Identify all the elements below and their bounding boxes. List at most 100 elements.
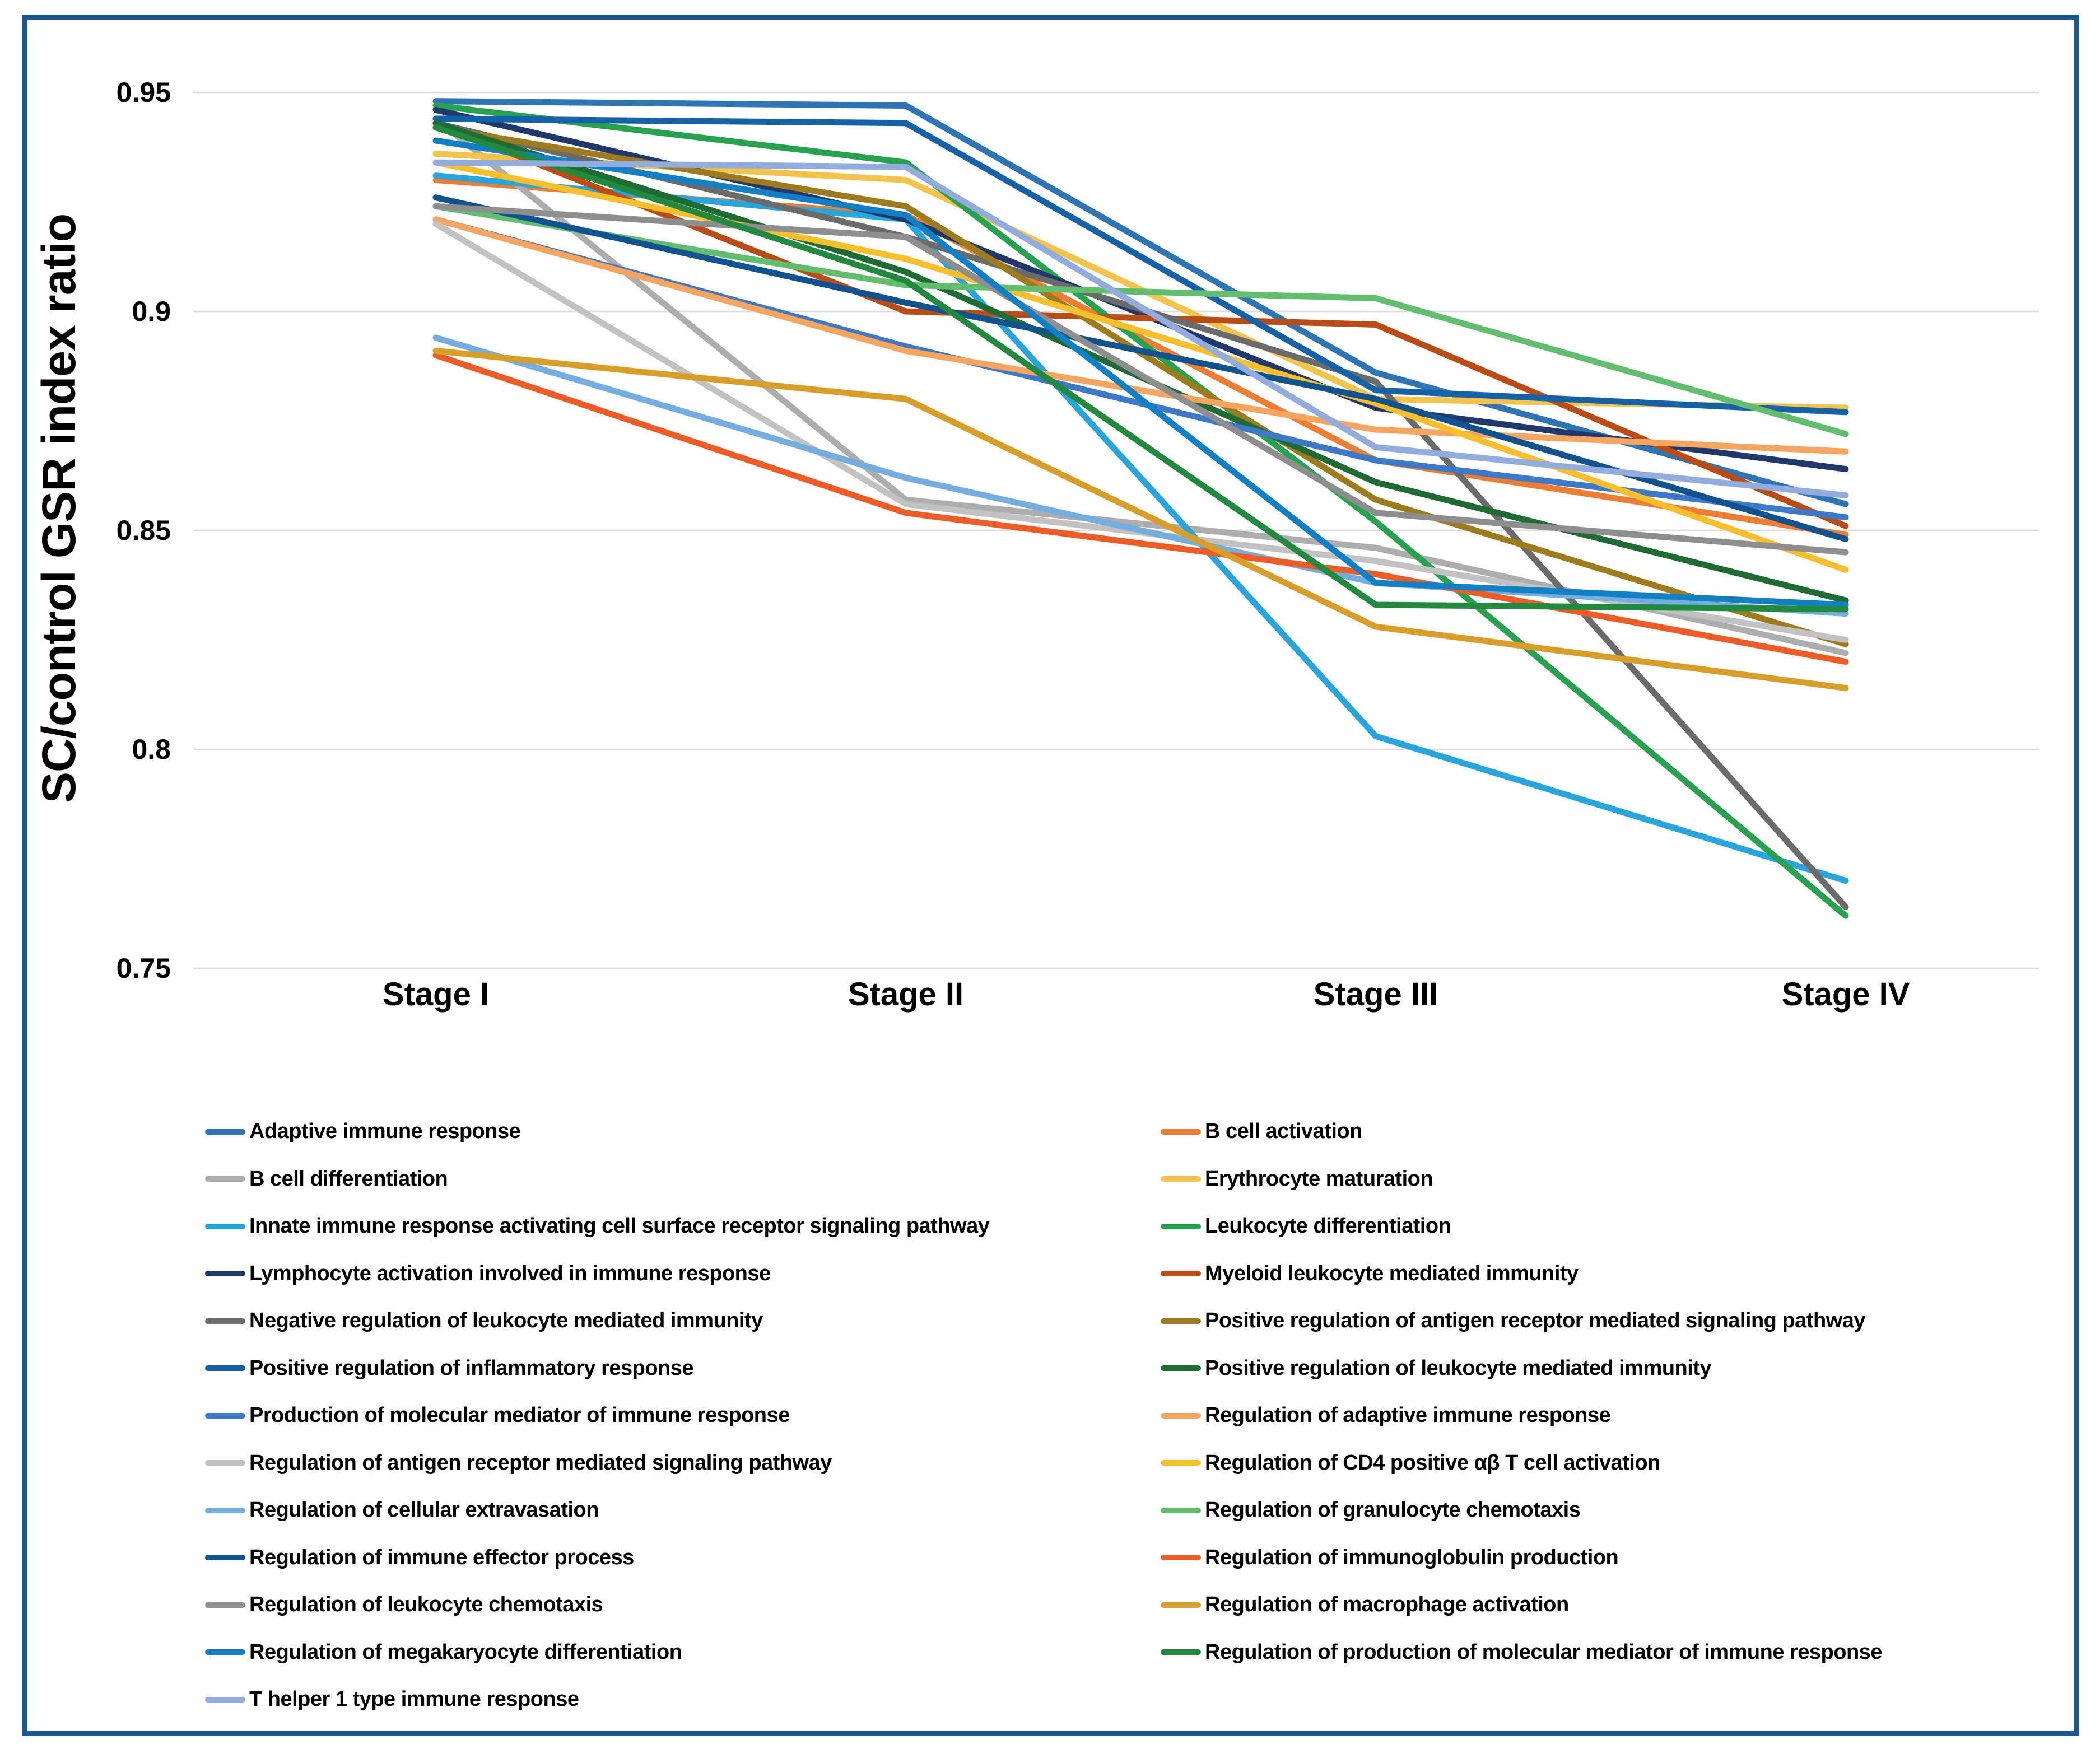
legend-swatch <box>205 1176 245 1182</box>
legend-swatch <box>205 1507 245 1513</box>
legend-swatch <box>205 1412 245 1419</box>
legend-right-column: B cell activation Erythrocyte maturation L… <box>1161 1120 1882 1688</box>
legend-swatch <box>205 1696 245 1703</box>
legend-label: Regulation of cellular extravasation <box>249 1498 599 1522</box>
legend-swatch <box>1161 1271 1201 1276</box>
legend-item: Lymphocyte activation involved in immune… <box>205 1262 989 1285</box>
series-line <box>432 120 1849 529</box>
legend-swatch <box>1161 1555 1201 1560</box>
series-line <box>432 115 1849 416</box>
legend-label: Production of molecular mediator of immu… <box>249 1403 790 1427</box>
legend-item: Leukocyte differentiation <box>1161 1214 1882 1238</box>
legend-label: Regulation of leukocyte chemotaxis <box>249 1593 603 1616</box>
legend-swatch <box>1161 1223 1201 1229</box>
legend-item: Regulation of megakaryocyte differentiat… <box>205 1640 989 1664</box>
x-axis-label: Stage II <box>848 976 963 1013</box>
series-line <box>432 137 1849 608</box>
series-line <box>432 159 1849 573</box>
legend-item: Regulation of adaptive immune response <box>1161 1403 1882 1427</box>
legend-label: Regulation of megakaryocyte differentiat… <box>249 1640 682 1664</box>
series-line <box>432 159 1849 498</box>
legend-item: Innate immune response activating cell s… <box>205 1214 990 1238</box>
legend-item: Regulation of antigen receptor mediated … <box>205 1450 989 1475</box>
legend-item: T helper 1 type immune response <box>205 1687 989 1711</box>
series-line <box>432 352 1849 665</box>
legend-label: Innate immune response activating cell s… <box>249 1214 990 1238</box>
legend-swatch <box>1161 1318 1201 1324</box>
legend-label: Regulation of immune effector process <box>249 1545 634 1569</box>
y-axis-title: SC/control GSR index ratio <box>32 213 85 804</box>
legend-item: Positive regulation of leukocyte mediate… <box>1161 1356 1882 1380</box>
series-line <box>432 194 1849 543</box>
legend-label: B cell activation <box>1205 1120 1362 1143</box>
legend-label: Adaptive immune response <box>249 1120 521 1143</box>
legend-swatch <box>1161 1128 1201 1135</box>
legend-swatch <box>1161 1412 1201 1419</box>
legend-label: Negative regulation of leukocyte mediate… <box>249 1309 763 1332</box>
x-axis-label: Stage IV <box>1782 976 1910 1013</box>
legend-item: Regulation of macrophage activation <box>1161 1593 1882 1616</box>
series-line <box>432 347 1849 692</box>
y-tick-label: 0.85 <box>117 515 171 546</box>
legend-swatch <box>205 1555 245 1560</box>
legend-swatch <box>205 1271 245 1276</box>
legend-label: Myeloid leukocyte mediated immunity <box>1205 1261 1579 1285</box>
legend-label: B cell differentiation <box>249 1167 448 1191</box>
series-line <box>432 334 1849 617</box>
series-line <box>432 124 1849 613</box>
legend-swatch <box>1161 1460 1201 1466</box>
legend-item: Negative regulation of leukocyte mediate… <box>205 1309 989 1332</box>
legend-item: Positive regulation of antigen receptor … <box>1161 1309 1882 1332</box>
legend-item: Regulation of CD4 positive αβ T cell act… <box>1161 1450 1882 1475</box>
legend-label: Regulation of immunoglobulin production <box>1205 1545 1619 1569</box>
legend-swatch <box>205 1460 245 1466</box>
legend-label: T helper 1 type immune response <box>249 1687 579 1711</box>
y-tick-label: 0.9 <box>132 296 171 327</box>
legend-item: Regulation of immune effector process <box>205 1546 989 1569</box>
y-tick-label: 0.95 <box>117 77 171 108</box>
series-line <box>432 102 1849 919</box>
series-line <box>432 203 1849 556</box>
legend-swatch <box>205 1223 245 1229</box>
x-axis-label: Stage III <box>1314 976 1438 1013</box>
legend-label: Regulation of adaptive immune response <box>1205 1403 1611 1427</box>
legend-item: Regulation of leukocyte chemotaxis <box>205 1593 989 1616</box>
legend-swatch <box>1161 1365 1201 1371</box>
legend-item: Regulation of production of molecular me… <box>1161 1640 1882 1664</box>
legend-item: Adaptive immune response <box>205 1120 989 1143</box>
legend-swatch <box>1161 1649 1201 1655</box>
legend-swatch <box>1161 1602 1201 1608</box>
legend-label: Regulation of macrophage activation <box>1205 1593 1569 1616</box>
legend-label: Leukocyte differentiation <box>1205 1214 1451 1238</box>
legend-swatch <box>205 1602 245 1608</box>
legend-swatch <box>205 1318 245 1324</box>
series-line <box>432 203 1849 437</box>
legend-item: Erythrocyte maturation <box>1161 1167 1882 1191</box>
legend-item: Myeloid leukocyte mediated immunity <box>1161 1262 1882 1285</box>
x-axis-label: Stage I <box>383 976 489 1013</box>
legend-item: Production of molecular mediator of immu… <box>205 1403 989 1427</box>
legend-label: Positive regulation of antigen receptor … <box>1205 1309 1866 1332</box>
legend-item: Regulation of granulocyte chemotaxis <box>1161 1498 1882 1522</box>
legend-item: Positive regulation of inflammatory resp… <box>205 1356 989 1380</box>
legend-label: Erythrocyte maturation <box>1205 1167 1433 1191</box>
y-tick-label: 0.8 <box>132 734 171 765</box>
legend-label: Regulation of production of molecular me… <box>1205 1640 1882 1664</box>
legend-item: Regulation of immunoglobulin production <box>1161 1546 1882 1569</box>
legend-label: Regulation of CD4 positive αβ T cell act… <box>1205 1450 1660 1475</box>
legend-label: Regulation of antigen receptor mediated … <box>249 1450 832 1475</box>
legend-label: Regulation of granulocyte chemotaxis <box>1205 1498 1581 1522</box>
legend-swatch <box>205 1649 245 1655</box>
legend-swatch <box>1161 1507 1201 1513</box>
legend-label: Lymphocyte activation involved in immune… <box>249 1261 771 1285</box>
figure-border-frame <box>22 15 2079 1736</box>
legend-swatch <box>205 1365 245 1371</box>
legend-item: B cell activation <box>1161 1120 1882 1143</box>
legend-left-column: Adaptive immune response B cell different… <box>205 1120 990 1736</box>
y-tick-label: 0.75 <box>117 953 171 984</box>
legend-swatch <box>205 1128 245 1135</box>
legend-label: Positive regulation of inflammatory resp… <box>249 1356 694 1380</box>
legend-item: B cell differentiation <box>205 1167 989 1191</box>
legend-item: Regulation of cellular extravasation <box>205 1498 989 1522</box>
